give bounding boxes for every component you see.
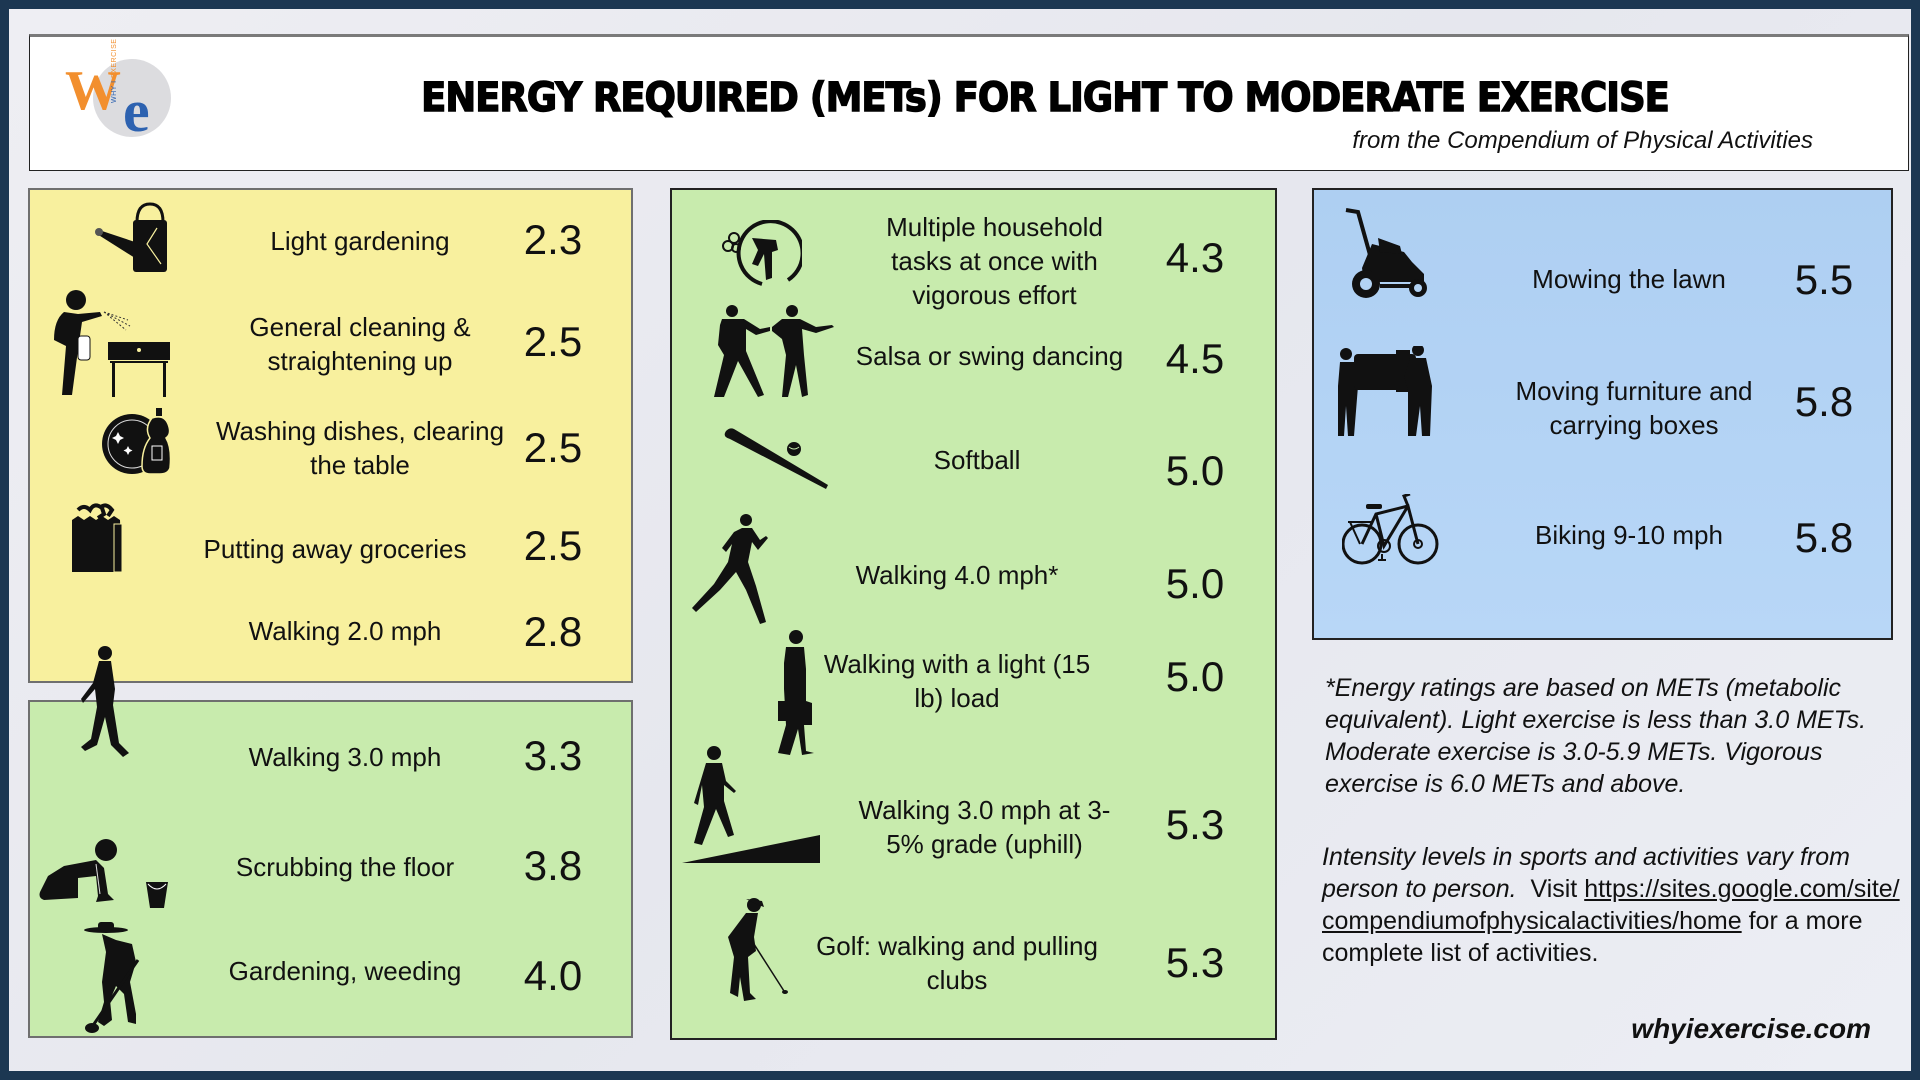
- page-title: ENERGY REQUIRED (METs) FOR LIGHT TO MODE…: [420, 74, 1670, 122]
- activity-label: Walking 4.0 mph*: [855, 560, 1059, 590]
- met-value: 3.8: [523, 842, 583, 889]
- golfer-icon: [718, 897, 798, 1007]
- met-value: 5.8: [1794, 378, 1854, 425]
- met-value: 2.5: [523, 424, 583, 471]
- activity-label: Walking 2.0 mph: [248, 616, 442, 646]
- light-exercise-panel: Light gardening 2.3 General cleaning & s…: [28, 188, 633, 683]
- activity-row: Biking 9-10 mph 5.8: [1314, 490, 1891, 640]
- activity-label: Salsa or swing dancing: [855, 341, 1124, 371]
- activity-row: Moving furniture and carrying boxes 5.8: [1314, 340, 1891, 490]
- watering-can-icon: [95, 202, 170, 274]
- intensity-note: Intensity levels in sports and activitie…: [1322, 841, 1902, 969]
- activity-label: Mowing the lawn: [1532, 264, 1726, 294]
- visit-text: Visit: [1516, 875, 1585, 903]
- activity-row: Walking 3.0 mph at 3-5% grade (uphill) 5…: [672, 745, 1275, 875]
- activity-row: Light gardening 2.3: [30, 190, 631, 290]
- activity-row: General cleaning & straightening up 2.5: [30, 290, 631, 400]
- activity-row: Golf: walking and pulling clubs 5.3: [672, 875, 1275, 1040]
- met-value: 5.8: [1794, 514, 1854, 561]
- walking-uphill-icon: [680, 745, 825, 867]
- moderate-exercise-panel-middle: Multiple household tasks at once with vi…: [670, 188, 1277, 1040]
- activity-label: Multiple household tasks at once with vi…: [886, 212, 1103, 310]
- walking-man-icon: [77, 645, 137, 773]
- activity-label: Scrubbing the floor: [235, 852, 455, 882]
- scrubbing-floor-icon: [38, 838, 173, 910]
- met-value: 5.5: [1794, 256, 1854, 303]
- intensity-text: Intensity levels in sports and activitie…: [1322, 843, 1850, 903]
- power-walking-woman-icon: [690, 510, 780, 630]
- met-value: 2.8: [523, 608, 583, 655]
- activity-label: Light gardening: [270, 226, 450, 256]
- compendium-link[interactable]: https://sites.google.com/site/compendium…: [1322, 875, 1900, 935]
- activity-label: Walking 3.0 mph: [248, 742, 442, 772]
- activity-label: Walking 3.0 mph at 3-5% grade (uphill): [858, 795, 1111, 859]
- activity-label: Moving furniture and carrying boxes: [1515, 376, 1753, 440]
- met-value: 5.3: [1165, 801, 1225, 848]
- activity-row: Scrubbing the floor 3.8: [30, 812, 631, 922]
- met-value: 2.5: [523, 522, 583, 569]
- moving-furniture-icon: [1336, 346, 1436, 441]
- page-subtitle: from the Compendium of Physical Activiti…: [1352, 127, 1813, 154]
- logo-letter-w: W: [65, 60, 121, 122]
- activity-label: Biking 9-10 mph: [1535, 520, 1723, 550]
- met-value: 4.3: [1165, 234, 1225, 281]
- met-value: 5.0: [1165, 447, 1225, 494]
- activity-label: Washing dishes, clearing the table: [215, 416, 505, 480]
- met-value: 3.3: [523, 732, 583, 779]
- activity-label: Gardening, weeding: [228, 956, 462, 986]
- dish-soap-icon: [102, 408, 172, 476]
- activity-label: Softball: [933, 445, 1021, 475]
- cleaning-person-icon: [48, 290, 173, 400]
- grocery-bag-icon: [70, 502, 126, 574]
- mets-definition-note: *Energy ratings are based on METs (metab…: [1325, 674, 1867, 798]
- activity-label: Walking with a light (15 lb) load: [823, 649, 1091, 713]
- met-value: 2.5: [523, 318, 583, 365]
- logo-disc: [93, 59, 171, 137]
- activity-label: Golf: walking and pulling clubs: [816, 931, 1098, 995]
- activity-row: Walking with a light (15 lb) load 5.0: [672, 625, 1275, 755]
- met-value: 2.3: [523, 216, 583, 263]
- header-banner: W e WHY I EXERCISE ENERGY REQUIRED (METs…: [29, 34, 1909, 171]
- moderate-exercise-panel-left: Walking 3.0 mph 3.3 Scrubbing the floor …: [28, 700, 633, 1038]
- activity-row: Multiple household tasks at once with vi…: [672, 190, 1275, 310]
- gardener-hoe-icon: [80, 922, 160, 1034]
- activity-row: Salsa or swing dancing 4.5: [672, 305, 1275, 405]
- met-value: 4.0: [523, 952, 583, 999]
- met-value: 5.0: [1165, 653, 1225, 700]
- activity-row: Mowing the lawn 5.5: [1314, 190, 1891, 340]
- moderate-exercise-panel-right: Mowing the lawn 5.5 Moving furniture and…: [1312, 188, 1893, 640]
- spray-bottle-icon: [722, 220, 802, 290]
- bicycle-icon: [1342, 494, 1440, 566]
- activity-row: Gardening, weeding 4.0: [30, 922, 631, 1038]
- suffix-text: for a more complete list of activities.: [1322, 907, 1863, 967]
- lawn-mower-icon: [1344, 208, 1434, 304]
- activity-row: Washing dishes, clearing the table 2.5: [30, 400, 631, 500]
- met-value: 4.5: [1165, 335, 1225, 382]
- activity-label: Putting away groceries: [203, 534, 467, 564]
- activity-row: Walking 4.0 mph* 5.0: [672, 510, 1275, 625]
- man-with-briefcase-icon: [772, 629, 817, 757]
- logo-letter-e: e: [123, 78, 150, 144]
- activity-row: Walking 3.0 mph 3.3: [30, 702, 631, 812]
- site-url[interactable]: whyiexercise.com: [1631, 1013, 1871, 1044]
- dancing-couple-icon: [712, 305, 837, 400]
- activity-row: Walking 2.0 mph 2.8: [30, 600, 631, 685]
- whyiexercise-logo: W e WHY I EXERCISE: [65, 39, 175, 155]
- activity-label: General cleaning & straightening up: [249, 312, 471, 376]
- activity-row: Putting away groceries 2.5: [30, 500, 631, 600]
- met-value: 5.3: [1165, 939, 1225, 986]
- bat-and-ball-icon: [722, 427, 832, 492]
- activity-row: Softball 5.0: [672, 405, 1275, 510]
- met-value: 5.0: [1165, 560, 1225, 607]
